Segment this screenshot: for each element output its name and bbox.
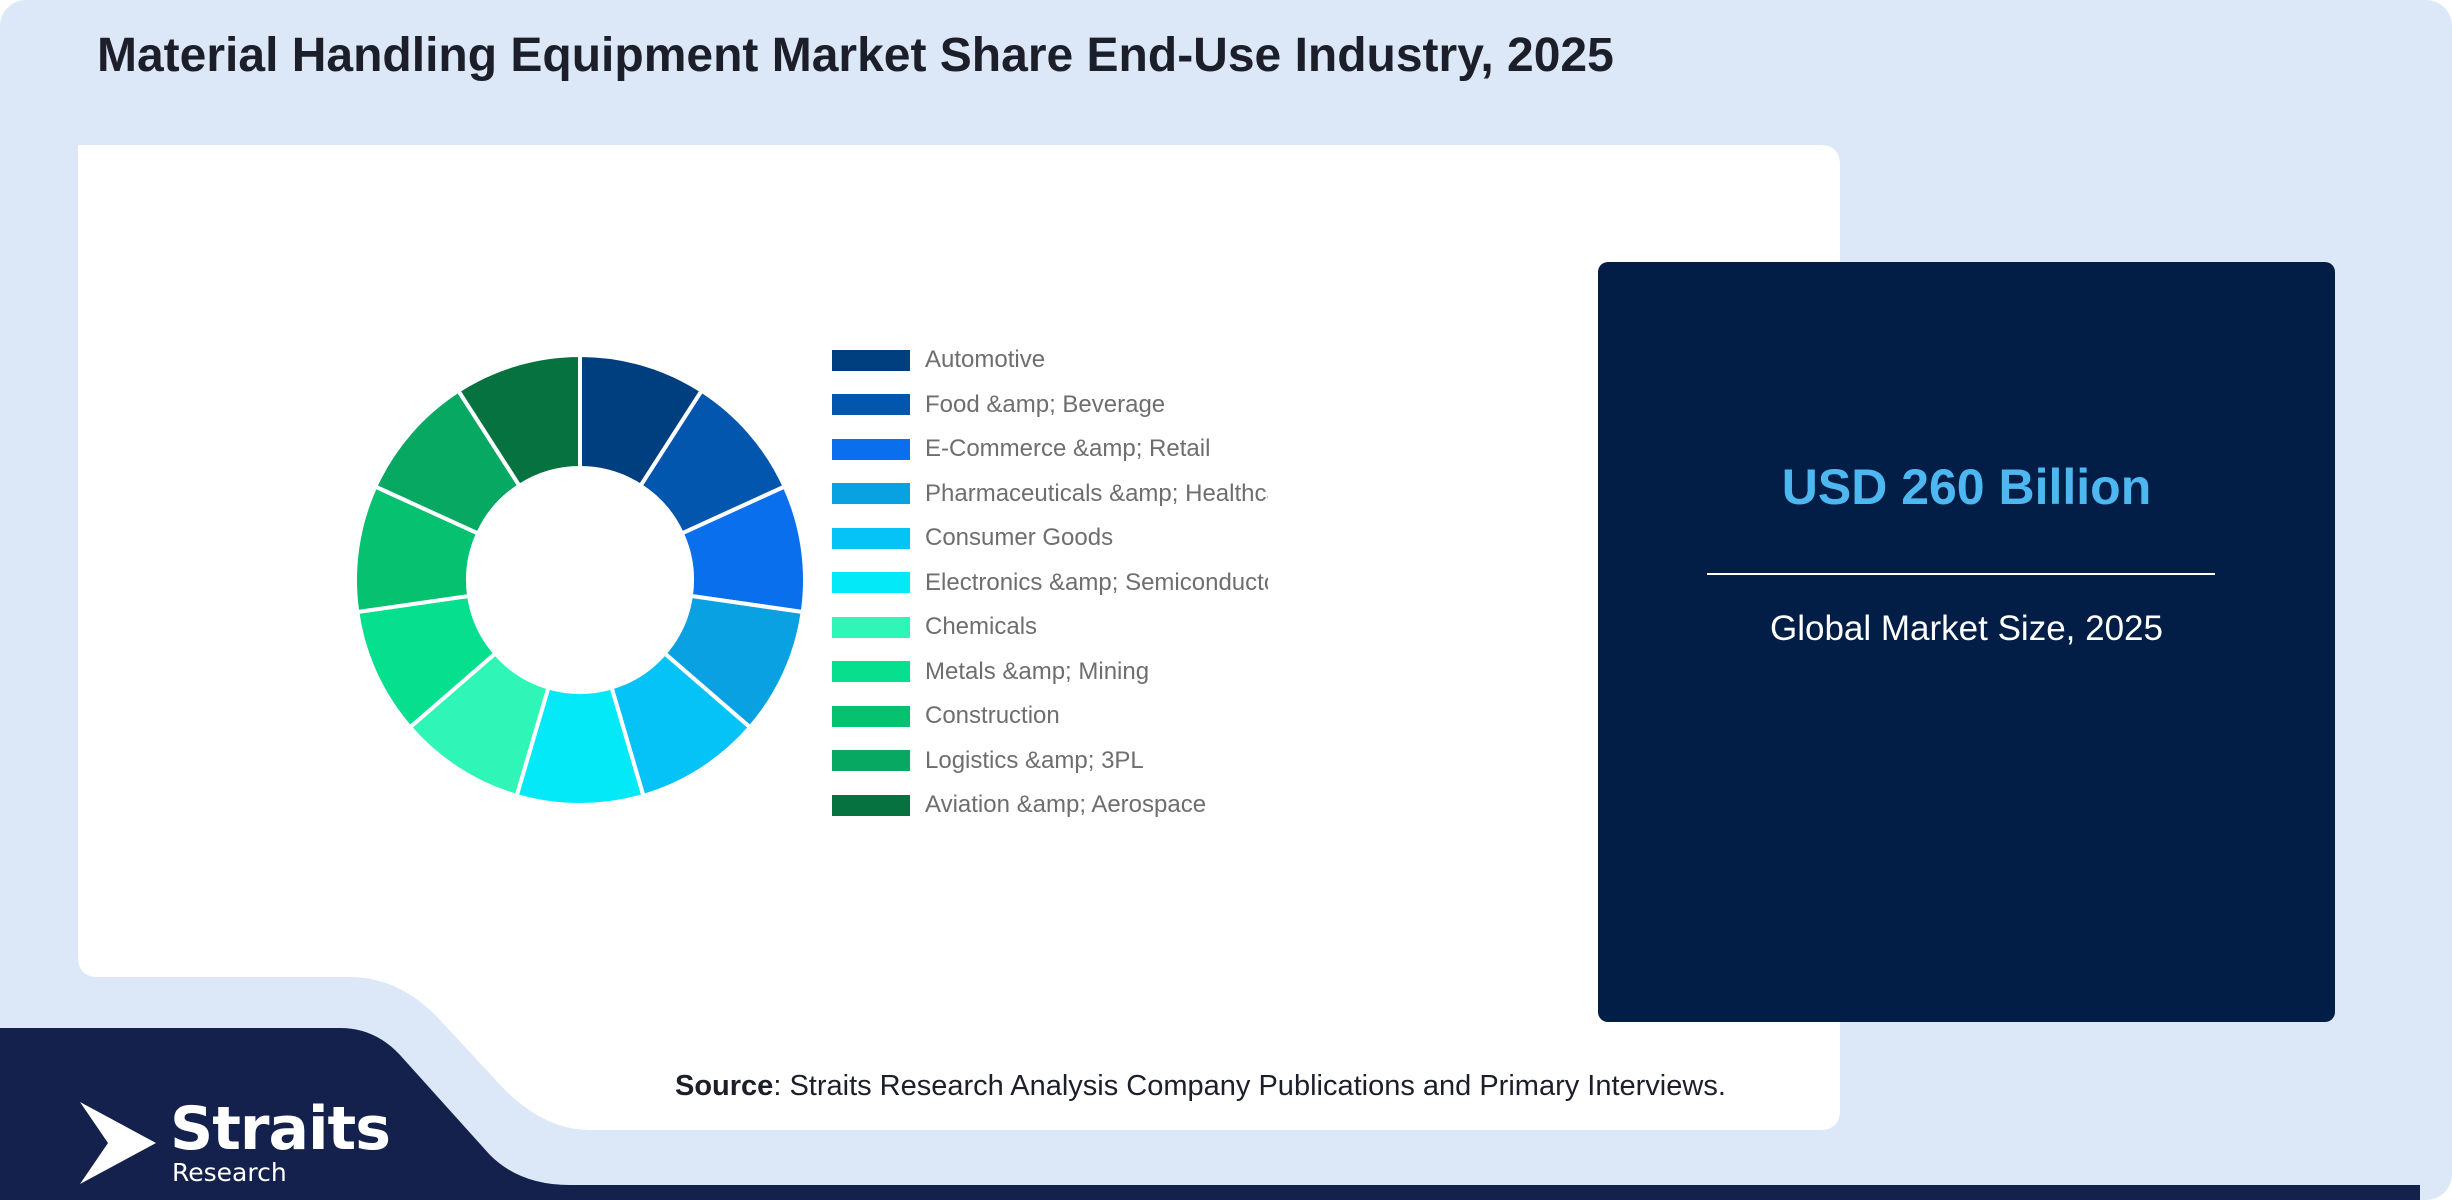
legend-swatch <box>832 349 910 371</box>
source-text: : Straits Research Analysis Company Publ… <box>773 1070 1726 1102</box>
source-note: Source: Straits Research Analysis Compan… <box>675 1070 1726 1103</box>
legend-label: Construction <box>925 702 1060 730</box>
market-size-value: USD 260 Billion <box>1781 459 2152 515</box>
legend-label: Consumer Goods <box>925 524 1114 552</box>
legend-item: Food &amp; Beverage <box>832 383 1268 428</box>
legend-swatch <box>832 705 910 727</box>
legend-swatch <box>832 572 910 594</box>
legend-item: Electronics &amp; Semiconductors <box>832 561 1268 606</box>
straits-logo: Straits Research <box>78 1094 398 1188</box>
page-title: Material Handling Equipment Market Share… <box>97 29 1614 82</box>
legend-item: Automotive <box>832 338 1268 383</box>
source-label: Source <box>675 1070 774 1102</box>
market-size-caption: Global Market Size, 2025 <box>1770 609 2163 648</box>
legend-swatch <box>832 394 910 416</box>
logo-subtitle: Research <box>172 1158 287 1187</box>
legend-label: Aviation &amp; Aerospace <box>925 791 1207 819</box>
straits-arrow-icon <box>80 1102 156 1184</box>
legend-label: Chemicals <box>925 613 1038 641</box>
legend-label: Logistics &amp; 3PL <box>925 746 1144 774</box>
stat-divider <box>1707 573 2215 575</box>
legend-swatch <box>832 483 910 505</box>
legend-swatch <box>832 616 910 638</box>
donut-slice-11 <box>455 352 582 489</box>
legend-item: Metals &amp; Mining <box>832 650 1268 695</box>
legend-label: Electronics &amp; Semiconductors <box>925 568 1268 596</box>
legend-item: Chemicals <box>832 605 1268 650</box>
legend-item: E-Commerce &amp; Retail <box>832 427 1268 472</box>
legend-swatch <box>832 750 910 772</box>
legend-item: Consumer Goods <box>832 516 1268 561</box>
legend-swatch <box>832 527 910 549</box>
logo-wordmark: Straits <box>170 1094 391 1164</box>
donut-chart <box>353 352 807 807</box>
legend-label: E-Commerce &amp; Retail <box>925 435 1211 463</box>
legend-item: Aviation &amp; Aerospace <box>832 783 1268 828</box>
legend-label: Metals &amp; Mining <box>925 657 1150 685</box>
legend-item: Construction <box>832 694 1268 739</box>
legend-label: Pharmaceuticals &amp; Healthcare <box>925 479 1268 507</box>
legend-swatch <box>832 438 910 460</box>
legend-swatch <box>832 661 910 683</box>
chart-legend: Automotive Food &amp; Beverage E-Commerce … <box>832 338 1268 828</box>
legend-label: Automotive <box>925 346 1046 374</box>
market-size-card: USD 260 Billion Global Market Size, 2025 <box>1598 262 2335 1022</box>
legend-item: Pharmaceuticals &amp; Healthcare <box>832 472 1268 517</box>
legend-item: Logistics &amp; 3PL <box>832 739 1268 784</box>
legend-label: Food &amp; Beverage <box>925 390 1166 418</box>
legend-swatch <box>832 794 910 816</box>
